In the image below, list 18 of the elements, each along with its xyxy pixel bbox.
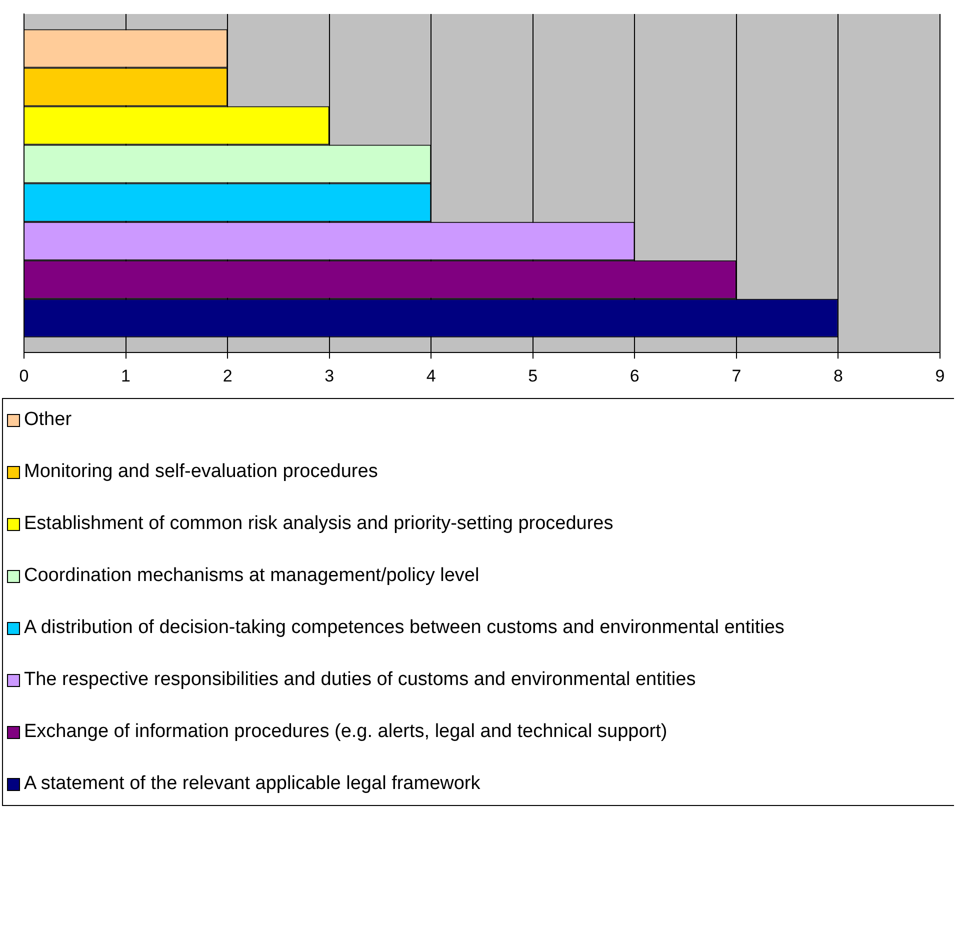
legend-label: A distribution of decision-taking competences between customs and environmental entities <box>24 617 784 639</box>
x-tick-label: 4 <box>426 366 436 386</box>
legend-label: A statement of the relevant applicable legal framework <box>24 773 480 795</box>
x-tick-label: 8 <box>833 366 843 386</box>
legend-label: Establishment of common risk analysis and priority-setting procedures <box>24 513 614 535</box>
legend-label: Monitoring and self-evaluation procedures <box>24 461 378 483</box>
legend-label: Other <box>24 409 72 431</box>
x-tick-label: 6 <box>630 366 640 386</box>
x-tick-label: 7 <box>732 366 742 386</box>
x-tick-label: 5 <box>528 366 538 386</box>
x-tick-label: 9 <box>935 366 945 386</box>
x-tick-label: 0 <box>19 366 29 386</box>
legend-label: Coordination mechanisms at management/policy level <box>24 565 480 587</box>
legend-label: Exchange of information procedures (e.g. alerts, legal and technical support) <box>24 721 668 743</box>
x-tick-label: 3 <box>324 366 334 386</box>
x-tick-label: 2 <box>222 366 232 386</box>
x-tick-label: 1 <box>121 366 131 386</box>
legend-label: The respective responsibilities and duties of customs and environmental entities <box>24 669 696 691</box>
